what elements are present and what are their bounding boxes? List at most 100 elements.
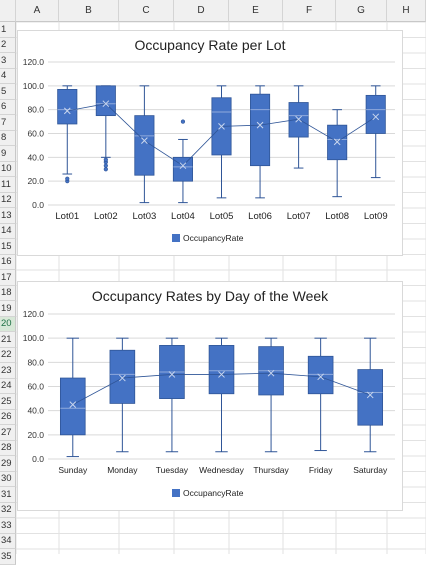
- column-header-c[interactable]: C: [119, 0, 174, 22]
- y-tick-label: 100.0: [23, 333, 45, 343]
- box: [172, 156, 193, 182]
- row-header-11[interactable]: 11: [0, 177, 16, 193]
- row-header-7[interactable]: 7: [0, 115, 16, 131]
- box: [59, 377, 86, 436]
- x-tick-label: Lot01: [55, 211, 79, 222]
- x-tick-label: Lot02: [94, 211, 118, 222]
- mean-marker: [168, 371, 176, 378]
- mean-marker: [218, 371, 225, 378]
- x-tick-label: Wednesday: [199, 465, 244, 475]
- mean-marker: [256, 121, 264, 129]
- column-header-e[interactable]: E: [229, 0, 283, 22]
- x-tick-label: Friday: [309, 465, 333, 475]
- row-header-29[interactable]: 29: [0, 456, 16, 472]
- mean-marker: [295, 115, 302, 123]
- y-tick-label: 20.0: [27, 176, 44, 186]
- row-header-12[interactable]: 12: [0, 192, 16, 208]
- legend-swatch: [172, 489, 180, 497]
- select-all-corner[interactable]: [0, 0, 16, 22]
- row-header-9[interactable]: 9: [0, 146, 16, 162]
- x-tick-label: Saturday: [353, 465, 388, 475]
- x-tick-label: Sunday: [58, 465, 88, 475]
- column-header-d[interactable]: D: [174, 0, 229, 22]
- chart-svg-lots: Occupancy Rate per Lot 0.0 20.0 40.0 60.0 80.…: [23, 37, 395, 243]
- column-header-b[interactable]: B: [59, 0, 119, 22]
- row-header-33[interactable]: 33: [0, 518, 16, 534]
- mean-marker: [63, 107, 71, 115]
- mean-marker: [372, 113, 380, 121]
- y-tick-label: 0.0: [32, 454, 44, 464]
- row-header-1[interactable]: 1: [0, 22, 16, 38]
- row-header-25[interactable]: 25: [0, 394, 16, 410]
- row-header-16[interactable]: 16: [0, 254, 16, 270]
- x-tick-label: Lot07: [287, 211, 311, 222]
- box: [365, 94, 386, 134]
- y-tick-label: 120.0: [23, 309, 45, 319]
- row-header-28[interactable]: 28: [0, 440, 16, 456]
- box: [134, 115, 155, 176]
- outlier-point: [103, 167, 108, 172]
- column-header-f[interactable]: F: [283, 0, 336, 22]
- row-header-4[interactable]: 4: [0, 68, 16, 84]
- outlier-point: [180, 119, 186, 124]
- mean-marker: [69, 401, 77, 408]
- box: [109, 349, 136, 404]
- x-tick-label: Tuesday: [156, 465, 189, 475]
- row-header-32[interactable]: 32: [0, 502, 16, 518]
- x-tick-label: Lot06: [248, 211, 272, 222]
- x-tick-label: Monday: [107, 465, 138, 475]
- x-tick-label: Lot03: [132, 211, 156, 222]
- mean-marker: [218, 122, 225, 130]
- column-header-g[interactable]: G: [336, 0, 387, 22]
- row-header-27[interactable]: 27: [0, 425, 16, 441]
- mean-marker: [179, 162, 187, 170]
- row-header-6[interactable]: 6: [0, 99, 16, 115]
- row-header-2[interactable]: 2: [0, 37, 16, 53]
- row-header-22[interactable]: 22: [0, 347, 16, 363]
- chart-title: Occupancy Rates by Day of the Week: [92, 288, 329, 304]
- row-header-10[interactable]: 10: [0, 161, 16, 177]
- row-header-30[interactable]: 30: [0, 471, 16, 487]
- row-header-31[interactable]: 31: [0, 487, 16, 503]
- row-header-35[interactable]: 35: [0, 549, 16, 565]
- mean-marker: [267, 369, 275, 377]
- y-tick-label: 40.0: [27, 406, 44, 416]
- chart-occupancy-per-lot[interactable]: Occupancy Rate per Lot 0.0 20.0 40.0 60.0 80.…: [17, 30, 403, 256]
- row-header-21[interactable]: 21: [0, 332, 16, 348]
- outlier-point: [103, 157, 108, 162]
- row-header-23[interactable]: 23: [0, 363, 16, 379]
- x-tick-label: Lot09: [364, 211, 388, 222]
- box: [307, 355, 334, 395]
- column-header-h[interactable]: H: [387, 0, 426, 22]
- chart-svg-days: Occupancy Rates by Day of the Week 0.0 20.…: [23, 288, 395, 498]
- box: [208, 345, 235, 395]
- y-tick-label: 20.0: [27, 430, 44, 440]
- y-tick-label: 60.0: [27, 129, 44, 139]
- row-header-15[interactable]: 15: [0, 239, 16, 255]
- row-header-13[interactable]: 13: [0, 208, 16, 224]
- column-header-a[interactable]: A: [16, 0, 59, 22]
- y-tick-label: 40.0: [27, 152, 44, 162]
- row-header-5[interactable]: 5: [0, 84, 16, 100]
- row-header-8[interactable]: 8: [0, 130, 16, 146]
- row-header-18[interactable]: 18: [0, 285, 16, 301]
- outlier-point: [103, 163, 108, 168]
- x-tick-label: Lot05: [210, 211, 234, 222]
- row-header-34[interactable]: 34: [0, 533, 16, 549]
- row-header-14[interactable]: 14: [0, 223, 16, 239]
- y-tick-label: 120.0: [23, 57, 45, 67]
- mean-marker: [366, 391, 374, 399]
- box: [95, 85, 116, 117]
- row-header-17[interactable]: 17: [0, 270, 16, 286]
- row-header-3[interactable]: 3: [0, 53, 16, 69]
- mean-marker: [119, 374, 126, 382]
- x-tick-label: Lot08: [325, 211, 349, 222]
- row-header-19[interactable]: 19: [0, 301, 16, 317]
- y-tick-label: 100.0: [23, 81, 45, 91]
- chart-occupancy-by-day[interactable]: Occupancy Rates by Day of the Week 0.0 20.…: [17, 281, 403, 511]
- mean-marker: [102, 100, 110, 108]
- row-header-26[interactable]: 26: [0, 409, 16, 425]
- box: [357, 369, 384, 426]
- row-header-24[interactable]: 24: [0, 378, 16, 394]
- row-header-20[interactable]: 20: [0, 316, 16, 332]
